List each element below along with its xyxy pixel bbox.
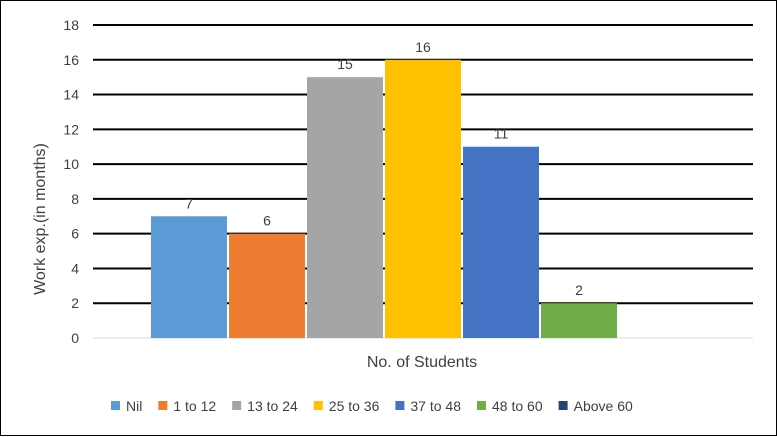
- bar-nil: [151, 216, 227, 338]
- y-tick-label: 16: [63, 52, 79, 68]
- bar-1-to-12: [229, 233, 305, 338]
- legend-swatch: [558, 401, 568, 410]
- bar-37-to-48: [463, 146, 539, 338]
- x-axis-title: No. of Students: [367, 354, 477, 371]
- legend-swatch: [158, 401, 168, 410]
- legend: Nil 1 to 12 13 to 24 25 to 36 37 to 48 48 to …: [111, 398, 633, 414]
- legend-swatch: [232, 401, 242, 410]
- data-label: 15: [337, 56, 353, 72]
- data-labels: 7 6 15 16 11 2: [185, 39, 583, 298]
- legend-label: Nil: [126, 398, 142, 414]
- y-axis-title: Work exp.(in months): [32, 143, 49, 295]
- y-tick-label: 2: [71, 295, 79, 311]
- y-tick-label: 0: [71, 330, 79, 346]
- data-label: 7: [185, 195, 193, 211]
- data-label: 11: [494, 126, 509, 142]
- legend-label: 25 to 36: [329, 398, 380, 414]
- y-axis-ticks: 0 2 4 6 8 10 12 14 16 18: [63, 17, 79, 346]
- bar-13-to-24: [307, 77, 383, 339]
- bar-48-to-60: [541, 303, 617, 338]
- y-tick-label: 8: [71, 191, 79, 207]
- legend-label: Above 60: [574, 398, 633, 414]
- y-tick-label: 10: [63, 156, 79, 172]
- legend-swatch: [395, 401, 405, 410]
- legend-label: 13 to 24: [247, 398, 298, 414]
- legend-swatch: [477, 401, 486, 410]
- legend-label: 1 to 12: [173, 398, 216, 414]
- y-tick-label: 12: [63, 121, 79, 137]
- legend-swatch: [111, 401, 120, 410]
- data-label: 6: [263, 213, 271, 229]
- y-tick-label: 14: [63, 87, 79, 103]
- bars: [151, 59, 617, 339]
- legend-label: 37 to 48: [410, 398, 461, 414]
- data-label: 2: [575, 282, 583, 298]
- legend-swatch: [313, 401, 323, 410]
- y-tick-label: 6: [71, 226, 79, 242]
- y-tick-label: 4: [71, 260, 79, 276]
- bar-25-to-36: [385, 59, 461, 339]
- data-label: 16: [415, 39, 431, 55]
- y-tick-label: 18: [63, 17, 79, 33]
- legend-label: 48 to 60: [492, 398, 543, 414]
